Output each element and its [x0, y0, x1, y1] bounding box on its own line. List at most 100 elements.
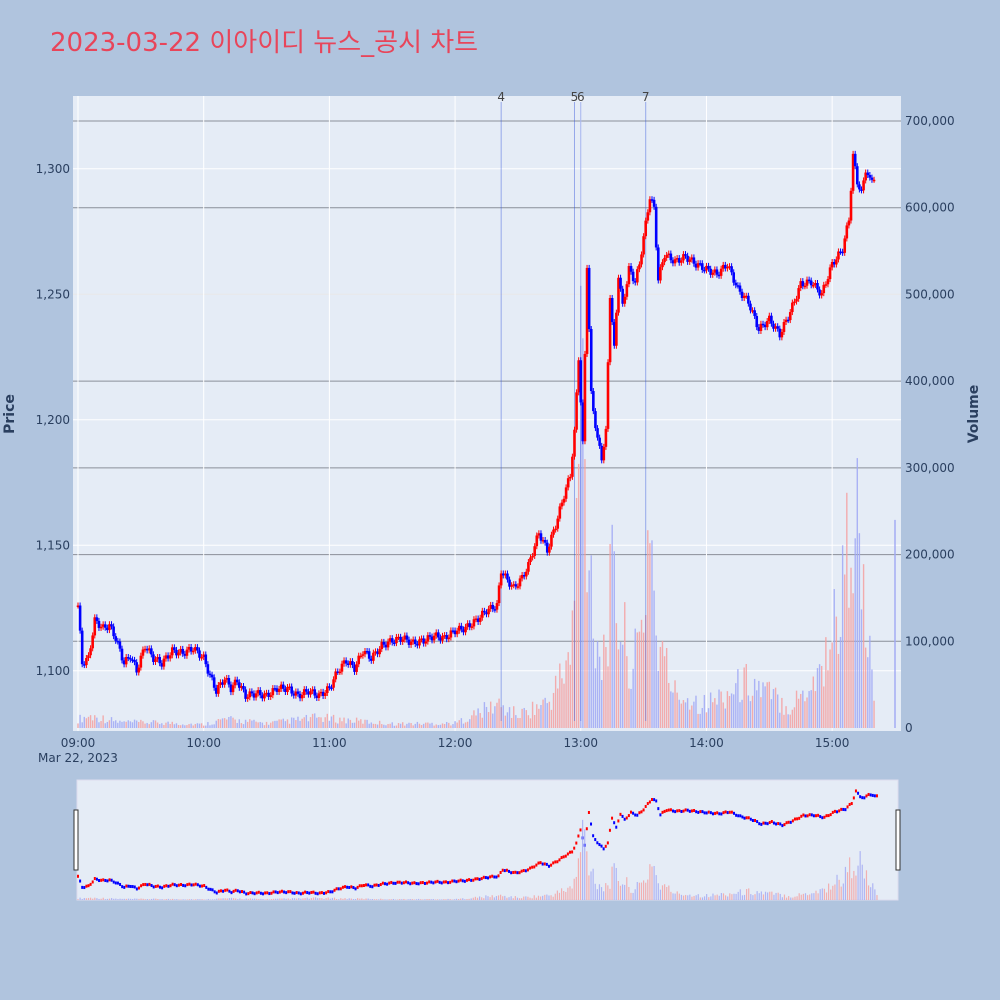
candle-body — [219, 682, 222, 685]
slider-volume-bar — [722, 893, 725, 900]
candle-body — [778, 328, 782, 338]
candle-body — [202, 654, 205, 658]
slider-volume-bar — [430, 899, 432, 900]
volume-bar — [575, 497, 578, 728]
slider-candle — [217, 889, 220, 893]
volume-bar — [540, 704, 542, 728]
volume-bar — [814, 691, 817, 728]
slider-candle — [659, 813, 662, 817]
volume-bar — [707, 708, 710, 728]
slider-candle — [346, 885, 349, 889]
slider-candle — [222, 889, 225, 893]
slider-candle — [238, 890, 241, 894]
slider-volume-bar — [659, 889, 662, 900]
range-slider-handle-left[interactable] — [73, 809, 79, 871]
volume-bar — [668, 682, 670, 728]
slider-candle — [167, 884, 170, 888]
slider-volume-bar — [619, 885, 622, 900]
slider-volume-bar — [516, 897, 519, 900]
slider-candle — [293, 891, 296, 895]
slider-candle — [449, 880, 452, 884]
slider-candle — [655, 799, 658, 803]
candle-body — [807, 279, 811, 282]
slider-volume-bar — [237, 899, 239, 900]
slider-candle — [756, 820, 759, 824]
volume-bar — [94, 715, 96, 728]
candle-body — [788, 312, 792, 321]
candle-body — [298, 693, 302, 699]
volume-bar — [337, 723, 339, 728]
slider-volume-bar — [783, 894, 786, 900]
slider-candle — [833, 809, 836, 813]
range-slider[interactable] — [76, 779, 899, 901]
slider-volume-bar — [605, 883, 607, 900]
slider-candle — [230, 891, 233, 895]
volume-bar — [619, 641, 622, 728]
slider-volume-bar — [214, 899, 216, 900]
volume-bar — [110, 717, 113, 728]
volume-bar — [768, 681, 771, 728]
slider-volume-bar — [806, 895, 809, 900]
slider-candle — [796, 817, 799, 821]
slider-volume-bar — [319, 898, 321, 900]
slider-volume-bar — [125, 898, 127, 900]
slider-volume-bar — [859, 851, 861, 900]
slider-candle — [434, 880, 437, 884]
candle-body — [866, 172, 870, 176]
candle-body — [631, 271, 635, 282]
slider-candle — [550, 863, 553, 867]
candle-body — [154, 659, 157, 662]
slider-volume-bar — [796, 896, 798, 900]
volume-bar — [653, 590, 655, 728]
candle-body — [307, 691, 310, 695]
candle-body — [730, 266, 733, 273]
slider-candle — [266, 891, 269, 895]
slider-volume-bar — [489, 897, 491, 900]
candle-body — [782, 321, 786, 332]
date-label: Mar 22, 2023 — [38, 751, 118, 765]
volume-bar — [232, 717, 234, 728]
volume-bar — [615, 623, 618, 728]
volume-bar — [573, 600, 576, 728]
volume-bar — [280, 719, 282, 728]
slider-candle — [201, 884, 204, 888]
candle-body — [845, 225, 849, 239]
slider-volume-bar — [497, 895, 500, 900]
candle-body — [250, 691, 254, 694]
slider-volume-bar — [470, 898, 472, 900]
slider-candle — [375, 883, 378, 887]
slider-candle — [754, 818, 757, 822]
news-marker-label: 4 — [497, 90, 505, 104]
slider-candle — [547, 864, 550, 868]
candle-body — [168, 655, 172, 659]
slider-volume-bar — [743, 894, 746, 900]
volume-bar — [747, 695, 750, 728]
candle-body — [489, 604, 492, 609]
slider-candle — [688, 809, 691, 813]
volume-bar — [265, 721, 268, 728]
slider-volume-bar — [535, 897, 537, 900]
volume-bar — [544, 697, 546, 728]
candle-body — [273, 688, 277, 690]
slider-volume-bar — [138, 898, 140, 900]
volume-bar — [106, 721, 109, 728]
candle-body — [545, 542, 549, 553]
volume-bar — [146, 722, 148, 728]
volume-bar — [542, 699, 544, 728]
slider-volume-bar — [361, 898, 363, 900]
candle-body — [860, 189, 863, 191]
candle-body — [855, 166, 859, 185]
candle-body — [261, 695, 264, 699]
slider-candle — [859, 795, 862, 799]
volume-bar — [81, 722, 83, 728]
volume-bar — [399, 723, 402, 728]
slider-volume-bar — [352, 899, 355, 900]
slider-volume-bar — [283, 898, 285, 900]
candle-body — [474, 618, 478, 620]
slider-candle — [594, 838, 597, 842]
slider-candle — [165, 884, 168, 888]
volume-bar — [808, 691, 810, 728]
slider-volume-bar — [527, 896, 529, 900]
candle-body — [221, 682, 224, 685]
range-slider-handle-right[interactable] — [895, 809, 901, 871]
